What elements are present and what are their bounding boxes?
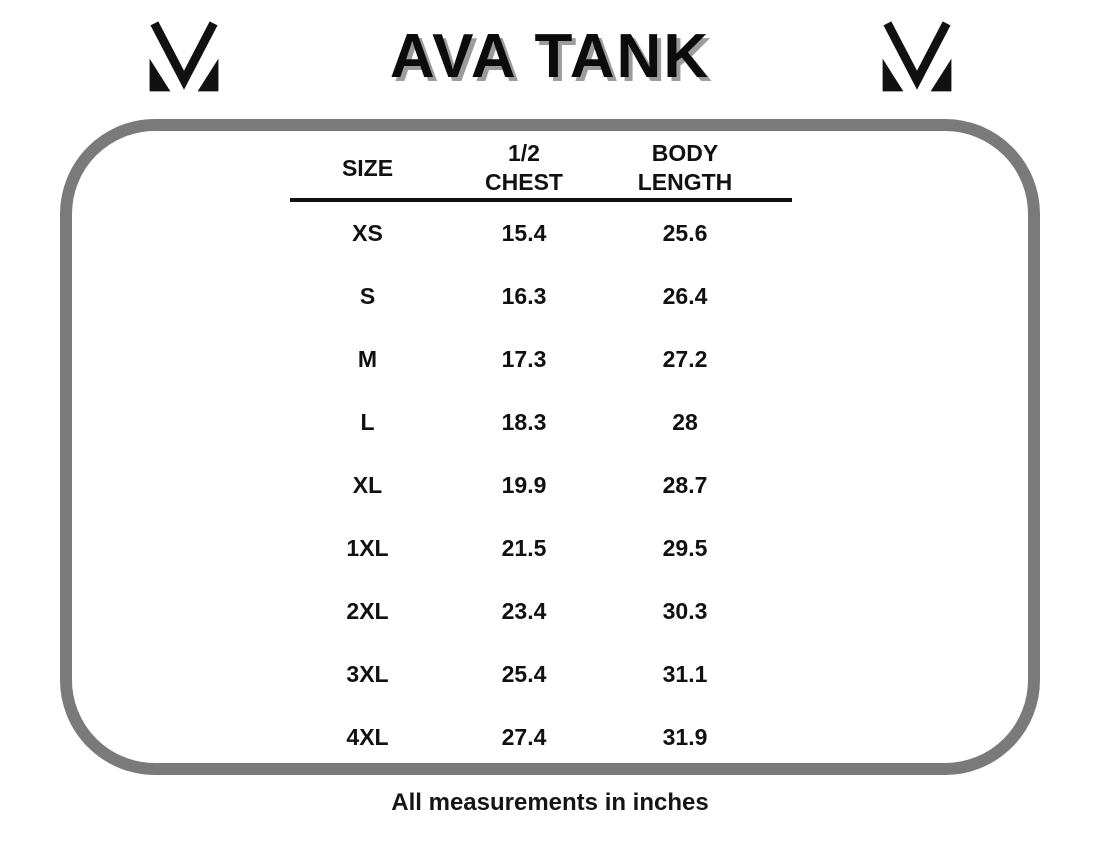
mv-monogram-logo	[144, 20, 224, 98]
size-label: XS	[352, 220, 383, 246]
half-chest-value: 16.3	[501, 283, 547, 309]
half-chest-value: 27.4	[501, 724, 547, 750]
size-label: M	[357, 346, 378, 372]
size-label: 2XL	[346, 598, 389, 624]
table-header-row: SIZE 1/2 CHEST BODY LENGTH	[290, 138, 792, 198]
table-row: M 17.3 27.2	[290, 328, 792, 391]
size-label: L	[360, 409, 375, 435]
header-underline	[290, 198, 792, 202]
size-label: 1XL	[346, 535, 389, 561]
body-length-value: 27.2	[662, 346, 708, 372]
measurements-note: All measurements in inches	[391, 789, 709, 816]
chart-frame	[60, 119, 1040, 775]
column-header-body-length: BODY LENGTH	[637, 140, 733, 195]
body-length-value: 26.4	[662, 283, 708, 309]
half-chest-value: 23.4	[501, 598, 547, 624]
table-row: XL 19.9 28.7	[290, 454, 792, 517]
body-length-value: 25.6	[662, 220, 708, 246]
mv-monogram-icon	[149, 21, 219, 92]
page-title: AVA TANK	[389, 22, 711, 91]
table-row: 4XL 27.4 31.9	[290, 706, 792, 769]
half-chest-value: 18.3	[501, 409, 547, 435]
table-row: 3XL 25.4 31.1	[290, 643, 792, 706]
table-row: S 16.3 26.4	[290, 265, 792, 328]
table-row: 1XL 21.5 29.5	[290, 517, 792, 580]
mv-monogram-icon	[882, 21, 952, 92]
body-length-value: 29.5	[662, 535, 708, 561]
half-chest-value: 19.9	[501, 472, 547, 498]
table-row: XS 15.4 25.6	[290, 202, 792, 265]
size-label: 4XL	[346, 724, 389, 750]
size-label: 3XL	[346, 661, 389, 687]
table-row: 2XL 23.4 30.3	[290, 580, 792, 643]
half-chest-value: 15.4	[501, 220, 547, 246]
body-length-value: 31.1	[662, 661, 708, 687]
body-length-value: 28	[672, 409, 698, 435]
size-label: S	[359, 283, 376, 309]
mv-monogram-logo	[877, 20, 957, 98]
body-length-value: 28.7	[662, 472, 708, 498]
column-header-half-chest: 1/2 CHEST	[485, 140, 563, 195]
size-table: SIZE 1/2 CHEST BODY LENGTH XS 15.4 25.6 …	[290, 138, 792, 769]
body-length-value: 30.3	[662, 598, 708, 624]
size-label: XL	[352, 472, 383, 498]
table-row: L 18.3 28	[290, 391, 792, 454]
half-chest-value: 17.3	[501, 346, 547, 372]
body-length-value: 31.9	[662, 724, 708, 750]
half-chest-value: 21.5	[501, 535, 547, 561]
half-chest-value: 25.4	[501, 661, 547, 687]
column-header-size: SIZE	[341, 154, 394, 181]
